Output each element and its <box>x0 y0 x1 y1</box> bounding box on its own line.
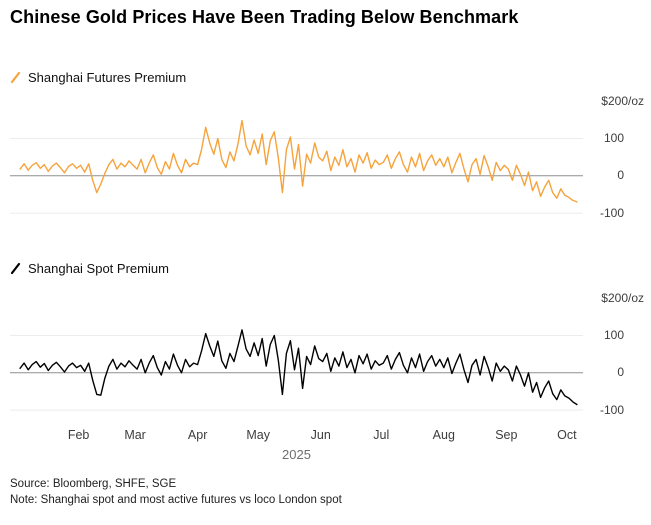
x-axis: Feb Mar Apr May Jun Jul Aug Sep Oct <box>0 428 651 443</box>
x-tick-label-apr: Apr <box>187 428 208 442</box>
futures-line-icon <box>10 71 21 84</box>
x-tick-label-jun: Jun <box>310 428 331 442</box>
spot-ytick-0: 0 <box>617 365 624 379</box>
source-text: Source: Bloomberg, SHFE, SGE <box>10 478 177 490</box>
spot-legend-label: Shanghai Spot Premium <box>28 261 169 276</box>
x-tick-label-sep: Sep <box>495 428 518 442</box>
note-text: Note: Shanghai spot and most active futu… <box>10 494 342 506</box>
spot-line-icon <box>10 262 21 275</box>
spot-legend: Shanghai Spot Premium <box>10 261 169 276</box>
futures-ytick-0: 0 <box>617 168 624 182</box>
x-tick-label-aug: Aug <box>432 428 455 442</box>
spot-plot <box>10 329 583 411</box>
futures-legend: Shanghai Futures Premium <box>10 70 186 85</box>
x-tick-label-jul: Jul <box>373 428 390 442</box>
futures-ytick-200: $200/oz <box>601 94 644 108</box>
x-tick-label-may: May <box>246 428 270 442</box>
futures-ytick-neg100: -100 <box>599 206 624 220</box>
x-tick-label-oct: Oct <box>557 428 577 442</box>
x-tick-label-mar: Mar <box>124 428 146 442</box>
spot-ytick-100: 100 <box>603 328 624 342</box>
x-tick-label-feb: Feb <box>67 428 90 442</box>
futures-ytick-100: 100 <box>603 131 624 145</box>
spot-ytick-neg100: -100 <box>599 403 624 417</box>
spot-ytick-200: $200/oz <box>601 291 644 305</box>
chart-title: Chinese Gold Prices Have Been Trading Be… <box>10 7 519 27</box>
futures-legend-label: Shanghai Futures Premium <box>28 70 187 85</box>
x-axis-year: 2025 <box>282 447 311 462</box>
futures-plot <box>10 119 583 214</box>
